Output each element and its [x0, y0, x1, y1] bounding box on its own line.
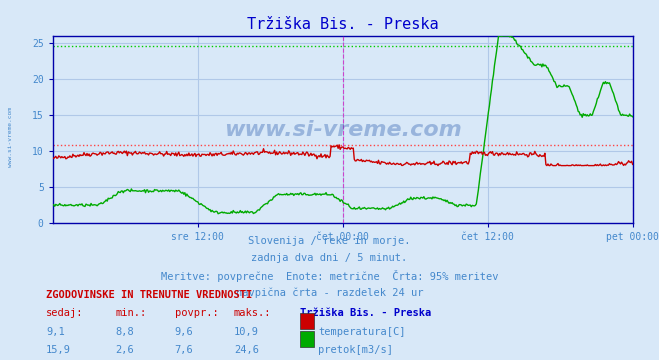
Text: 2,6: 2,6 — [115, 345, 134, 355]
Text: 10,9: 10,9 — [234, 327, 259, 337]
Text: povpr.:: povpr.: — [175, 308, 218, 318]
Text: 9,6: 9,6 — [175, 327, 193, 337]
Text: zadnja dva dni / 5 minut.: zadnja dva dni / 5 minut. — [251, 253, 408, 263]
Text: min.:: min.: — [115, 308, 146, 318]
Text: Slovenija / reke in morje.: Slovenija / reke in morje. — [248, 236, 411, 246]
Text: navpična črta - razdelek 24 ur: navpična črta - razdelek 24 ur — [236, 288, 423, 298]
Text: temperatura[C]: temperatura[C] — [318, 327, 406, 337]
Text: 24,6: 24,6 — [234, 345, 259, 355]
Text: ZGODOVINSKE IN TRENUTNE VREDNOSTI: ZGODOVINSKE IN TRENUTNE VREDNOSTI — [46, 290, 252, 300]
Text: Tržiška Bis. - Preska: Tržiška Bis. - Preska — [300, 308, 431, 318]
Text: www.si-vreme.com: www.si-vreme.com — [224, 120, 461, 140]
Text: pretok[m3/s]: pretok[m3/s] — [318, 345, 393, 355]
Title: Tržiška Bis. - Preska: Tržiška Bis. - Preska — [247, 17, 438, 32]
Text: maks.:: maks.: — [234, 308, 272, 318]
Text: sedaj:: sedaj: — [46, 308, 84, 318]
Text: 9,1: 9,1 — [46, 327, 65, 337]
Text: 7,6: 7,6 — [175, 345, 193, 355]
Text: Meritve: povprečne  Enote: metrične  Črta: 95% meritev: Meritve: povprečne Enote: metrične Črta:… — [161, 270, 498, 282]
Text: www.si-vreme.com: www.si-vreme.com — [8, 107, 13, 167]
Text: 8,8: 8,8 — [115, 327, 134, 337]
Text: 15,9: 15,9 — [46, 345, 71, 355]
